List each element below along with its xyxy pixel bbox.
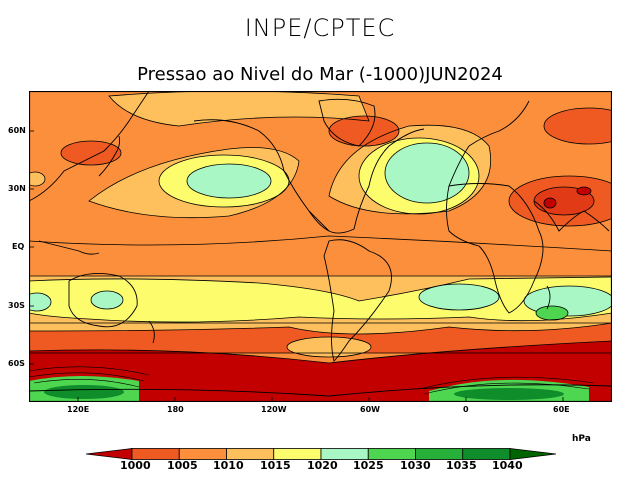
- cell-north-atlantic-1025: [384, 142, 470, 204]
- colorbar-swatch: [226, 448, 275, 460]
- lat-label-eq: EQ: [12, 242, 25, 251]
- cell-asian-low-1000b: [576, 186, 592, 196]
- colorbar-level: 1030: [400, 459, 431, 472]
- coast-antarctica: [29, 384, 612, 397]
- colorbar: [86, 448, 556, 460]
- colorbar-level: 1025: [353, 459, 384, 472]
- lat-label-30s: 30S: [8, 301, 25, 310]
- coast-arabia-india: [533, 200, 610, 232]
- colorbar-swatch: [131, 448, 180, 460]
- cell-south-low: [286, 336, 372, 358]
- legend-unit: hPa: [572, 434, 591, 444]
- cell-west-low: [29, 171, 46, 187]
- lon-label-180: 180: [167, 405, 184, 414]
- lat-label-60n: 60N: [8, 126, 26, 135]
- colorbar-swatch: [367, 448, 416, 460]
- antarctic-high-left-core: [44, 385, 124, 399]
- colorbar-level: 1010: [213, 459, 244, 472]
- lat-label-30n: 30N: [8, 184, 26, 193]
- coast-africa: [446, 183, 544, 314]
- band-arctic-1015: [109, 91, 369, 126]
- coast-madagascar: [546, 285, 551, 310]
- colorbar-level: 1020: [307, 459, 338, 472]
- pressure-map: [29, 91, 612, 402]
- colorbar-level: 1015: [260, 459, 291, 472]
- cell-indian-1030: [535, 305, 569, 321]
- colorbar-level: 1035: [446, 459, 477, 472]
- colorbar-level: 1040: [492, 459, 523, 472]
- coast-asia-east: [29, 91, 150, 202]
- lon-label-120w: 120W: [261, 405, 287, 414]
- map-title: Pressao ao Nivel do Mar (-1000)JUN2024: [137, 64, 503, 85]
- cell-eurasia-low: [543, 107, 612, 145]
- cell-north-pacific-1025: [186, 163, 272, 199]
- colorbar-swatch: [273, 448, 322, 460]
- coast-greenland: [318, 98, 376, 147]
- cell-asian-low-1000: [543, 197, 557, 209]
- lon-label-0: 0: [463, 405, 469, 414]
- coast-japan: [98, 135, 121, 177]
- cell-west-1025: [29, 292, 52, 312]
- lon-label-120e: 120E: [67, 405, 90, 414]
- coast-indonesia: [38, 240, 100, 255]
- colorbar-swatch: [178, 448, 227, 460]
- cell-south-atlantic-1025: [418, 283, 500, 311]
- colorbar-swatch: [320, 448, 369, 460]
- org-title: INPE/CPTEC: [244, 14, 396, 42]
- lon-label-60e: 60E: [553, 405, 570, 414]
- colorbar-swatch: [462, 448, 511, 460]
- coast-australia: [68, 272, 138, 328]
- colorbar-level: 1000: [120, 459, 151, 472]
- antarctic-high-right-core: [454, 388, 564, 400]
- colorbar-swatch: [509, 448, 556, 460]
- coast-europe: [448, 100, 530, 187]
- coast-newzealand: [148, 320, 155, 344]
- lat-label-60s: 60S: [8, 359, 25, 368]
- cell-aleutian-low: [60, 140, 122, 166]
- lon-label-60w: 60W: [360, 405, 380, 414]
- colorbar-level: 1005: [167, 459, 198, 472]
- coast-central-america: [308, 210, 330, 232]
- coast-south-america: [323, 239, 392, 362]
- colorbar-swatch: [86, 448, 133, 460]
- cell-south-pacific-1025: [90, 290, 124, 310]
- colorbar-swatch: [415, 448, 464, 460]
